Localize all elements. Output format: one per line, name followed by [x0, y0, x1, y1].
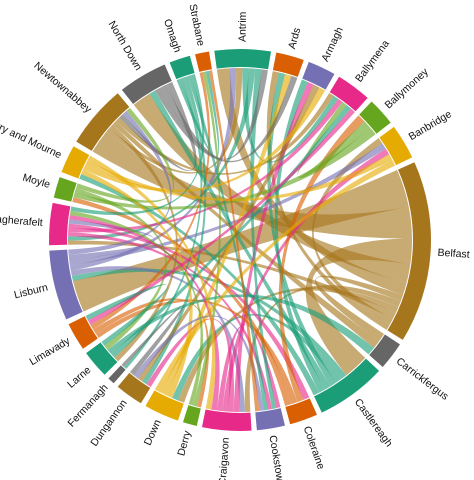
- ribbon-moyle-larne: [74, 187, 167, 350]
- arc-carrickfergus[interactable]: [369, 334, 400, 367]
- ribbon-belfast-down: [178, 287, 399, 403]
- label-ballymoney: Ballymoney: [383, 65, 432, 111]
- ribbon-belfast-castlereagh: [305, 238, 412, 376]
- arc-castlereagh[interactable]: [314, 358, 380, 413]
- arc-omagh[interactable]: [169, 55, 195, 80]
- label-north-down: North Down: [106, 19, 145, 73]
- arc-ballymena[interactable]: [329, 76, 368, 112]
- arc-limavady[interactable]: [68, 316, 98, 349]
- label-limavady: Limavady: [27, 335, 72, 368]
- label-ards: Ards: [286, 26, 303, 50]
- arc-newry-and-mourne[interactable]: [61, 146, 90, 179]
- arc-dungannon[interactable]: [117, 372, 151, 404]
- arc-larne[interactable]: [86, 342, 118, 375]
- arc-newtownabbey[interactable]: [76, 93, 130, 151]
- arc-ballymoney[interactable]: [359, 101, 391, 134]
- arc-craigavon[interactable]: [201, 409, 252, 431]
- label-castlereagh: Castlereagh: [352, 396, 395, 449]
- ribbon-craigavon-dungannon: [146, 318, 234, 412]
- arc-moyle[interactable]: [53, 177, 77, 202]
- arc-cookstown[interactable]: [255, 408, 285, 431]
- label-magherafelt: Magherafelt: [0, 213, 43, 230]
- label-coleraine: Coleraine: [301, 425, 327, 472]
- label-moyle: Moyle: [21, 172, 51, 191]
- label-cookstown: Cookstown: [266, 434, 286, 480]
- label-down: Down: [142, 418, 164, 448]
- arc-armagh[interactable]: [302, 61, 335, 90]
- ribbon-newtownabbey-carrickfergus: [112, 120, 380, 348]
- arc-banbridge[interactable]: [379, 126, 413, 166]
- ribbon-larne-carrickfergus: [107, 294, 375, 355]
- label-larne: Larne: [65, 364, 93, 391]
- arc-down[interactable]: [145, 390, 184, 421]
- arc-derry[interactable]: [183, 405, 201, 427]
- arc-magherafelt[interactable]: [48, 202, 71, 246]
- label-banbridge: Banbridge: [407, 108, 454, 143]
- label-derry: Derry: [175, 429, 194, 458]
- label-armagh: Armagh: [319, 25, 346, 64]
- arc-antrim[interactable]: [214, 49, 272, 70]
- ribbon-layer: [67, 68, 412, 413]
- group-arc-layer: [48, 49, 431, 431]
- label-carrickfergus: Carrickfergus: [394, 355, 451, 402]
- ribbon-lisburn-magherafelt: [68, 219, 155, 261]
- ribbon-strabane-cookstown: [208, 70, 260, 412]
- ribbon-omagh-cookstown: [187, 75, 268, 411]
- arc-strabane[interactable]: [195, 51, 212, 72]
- arc-belfast[interactable]: [387, 162, 431, 340]
- label-ballymena: Ballymena: [353, 38, 392, 85]
- label-belfast: Belfast: [437, 247, 470, 261]
- ribbon-dungannon-armagh: [137, 84, 320, 382]
- label-craigavon: Craigavon: [217, 437, 232, 480]
- arc-fermanagh[interactable]: [108, 365, 126, 384]
- label-lisburn: Lisburn: [13, 281, 49, 301]
- label-newry-and-mourne: Newry and Mourne: [0, 113, 63, 162]
- label-omagh: Omagh: [161, 18, 183, 55]
- label-antrim: Antrim: [237, 11, 249, 42]
- ribbon-belfast-carrickfergus: [315, 275, 403, 342]
- ribbon-down-ards: [160, 74, 292, 396]
- arc-north-down[interactable]: [121, 64, 172, 105]
- ribbon-newtownabbey-larne: [109, 124, 178, 362]
- label-newtownabbey: Newtownabbey: [31, 60, 94, 116]
- ribbon-belfast-craigavon: [244, 285, 401, 412]
- arc-lisburn[interactable]: [49, 249, 83, 320]
- ribbon-newry-and-mourne-banbridge: [85, 154, 393, 202]
- label-strabane: Strabane: [186, 3, 206, 47]
- ribbon-north-down-newtownabbey: [119, 81, 197, 171]
- arc-ards[interactable]: [272, 52, 304, 77]
- arc-coleraine[interactable]: [285, 398, 317, 425]
- ribbon-castlereagh-ards: [267, 72, 336, 387]
